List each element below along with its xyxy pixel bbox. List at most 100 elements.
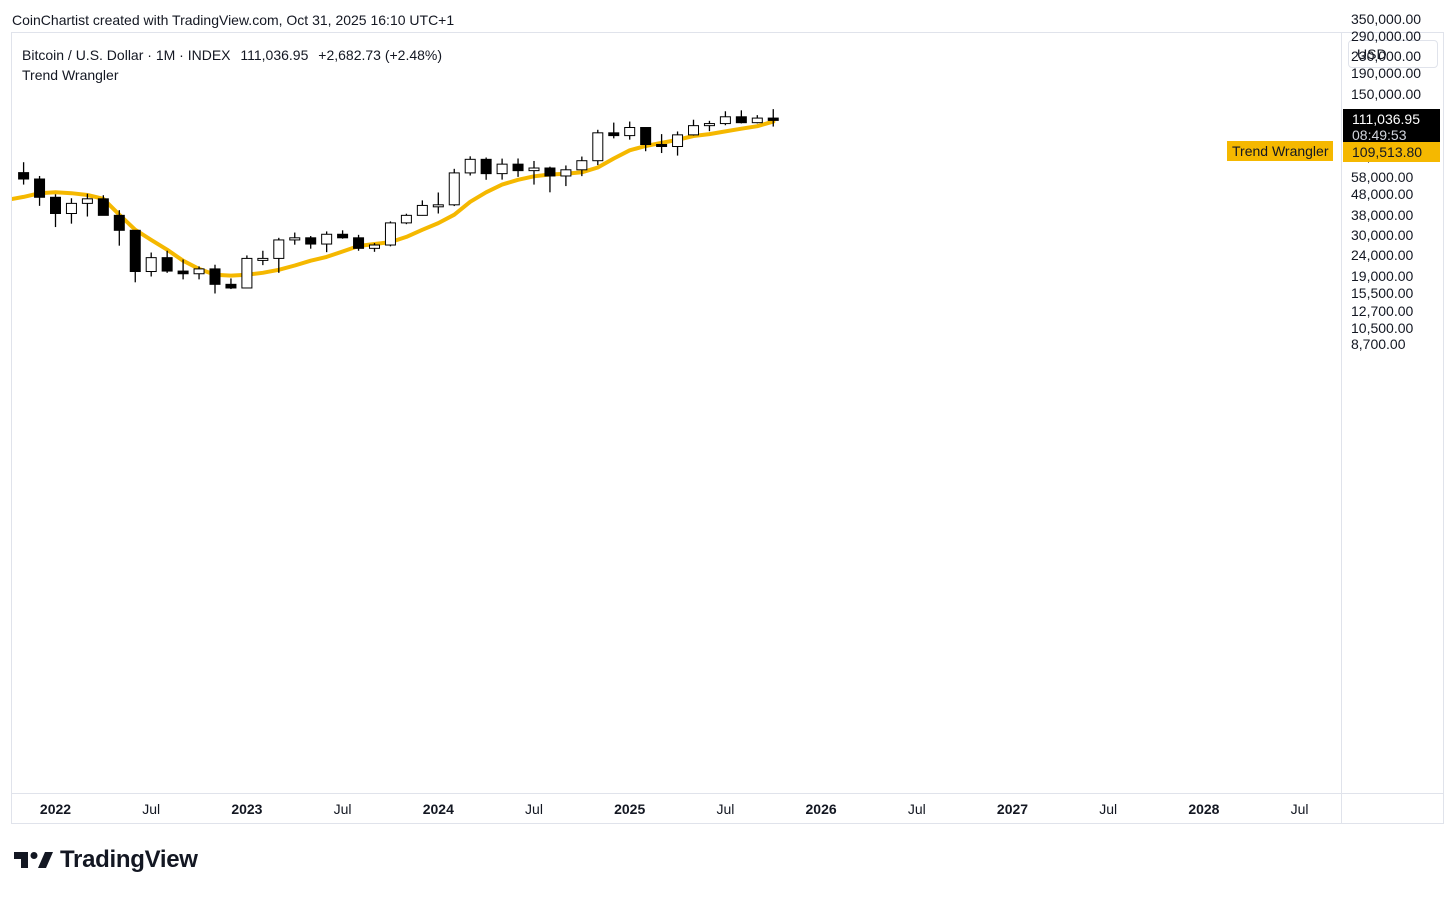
- time-tick-year: 2023: [231, 801, 263, 817]
- current-price-badge: 111,036.95 08:49:53: [1343, 109, 1440, 146]
- candle-body-down: [129, 229, 141, 273]
- candle-body-up: [273, 239, 285, 259]
- last-price: 111,036.95: [240, 47, 309, 63]
- candle-2025-10: [767, 109, 779, 127]
- candle-body-down: [225, 283, 237, 289]
- time-axis[interactable]: 2022 Jul 2023 Jul 2024 Jul 2025 Jul 2026 Jul 2027 J…: [12, 793, 1341, 824]
- candle-2024-08: [544, 166, 556, 193]
- candle-body-up: [448, 172, 460, 206]
- candle-body-up: [672, 134, 684, 148]
- time-tick-month: Jul: [1290, 801, 1309, 817]
- time-tick-year: 2025: [614, 801, 646, 817]
- time-tick-year: 2028: [1188, 801, 1220, 817]
- chart-frame: Bitcoin / U.S. Dollar · 1M · INDEX 111,0…: [11, 11, 1444, 824]
- candle-2022-11: [209, 264, 221, 294]
- candle-body-down: [161, 257, 173, 272]
- price-tick: 30,000.00: [1351, 227, 1414, 244]
- candle-2024-04: [480, 157, 492, 180]
- candle-body-up: [321, 233, 333, 245]
- candle-body-up: [624, 127, 636, 137]
- candle-2021-12: [34, 175, 46, 206]
- candle-2025-06: [703, 120, 715, 132]
- price-tick: 12,700.00: [1351, 302, 1414, 319]
- candle-body-down: [544, 167, 556, 177]
- candle-2022-02: [65, 198, 77, 224]
- time-tick-month: Jul: [907, 801, 926, 817]
- candle-body-down: [480, 158, 492, 175]
- candle-2023-08: [353, 234, 365, 251]
- candle-body-down: [735, 116, 747, 124]
- candle-2023-12: [416, 200, 428, 216]
- candle-body-up: [145, 257, 157, 273]
- candle-2025-07: [719, 111, 731, 126]
- candle-2024-01: [432, 192, 444, 214]
- candle-2023-03: [273, 237, 285, 273]
- candle-body-up: [592, 132, 604, 162]
- candle-body-down: [50, 196, 61, 215]
- candle-2025-08: [735, 110, 747, 124]
- price-tick: 290,000.00: [1351, 28, 1422, 45]
- candle-body-down: [656, 144, 668, 148]
- candle-2025-04: [672, 131, 684, 156]
- price-tick: 19,000.00: [1351, 267, 1414, 284]
- indicator-legend[interactable]: Trend Wrangler: [22, 67, 119, 83]
- candle-2025-02: [640, 127, 652, 152]
- candle-body-up: [416, 204, 428, 216]
- candle-body-up: [464, 158, 476, 174]
- candle-2022-01: [50, 194, 61, 228]
- indicator-value-badge: 109,513.80: [1343, 141, 1440, 162]
- candle-2022-12: [225, 278, 237, 290]
- candle-2023-10: [384, 221, 396, 247]
- candle-body-down: [177, 270, 189, 275]
- candle-2025-09: [751, 115, 763, 124]
- tradingview-logo: TradingView: [14, 846, 198, 874]
- candle-body-up: [496, 163, 508, 175]
- symbol-legend[interactable]: Bitcoin / U.S. Dollar · 1M · INDEX 111,0…: [22, 47, 448, 63]
- plot-layer: [12, 109, 779, 294]
- price-tick: 38,000.00: [1351, 206, 1414, 223]
- candle-body-down: [209, 268, 221, 285]
- candle-2024-05: [496, 158, 508, 180]
- candle-2022-04: [97, 195, 109, 216]
- candle-2024-09: [560, 165, 572, 187]
- candle-body-down: [767, 117, 779, 121]
- price-tick: 8,700.00: [1351, 336, 1406, 353]
- candle-2025-03: [656, 134, 668, 154]
- time-tick-year: 2026: [805, 801, 837, 817]
- candle-body-up: [719, 116, 731, 125]
- price-tick: 58,000.00: [1351, 169, 1414, 186]
- chart-credit: CoinChartist created with TradingView.co…: [12, 12, 455, 28]
- price-tick: 10,500.00: [1351, 319, 1414, 336]
- price-axis[interactable]: USD 350,000.00 290,000.00 230,000.00 190,00…: [1341, 11, 1444, 793]
- current-price-value: 111,036.95: [1352, 111, 1420, 128]
- time-tick-month: Jul: [333, 801, 352, 817]
- candle-body-up: [289, 237, 301, 241]
- time-tick-month: Jul: [1099, 801, 1118, 817]
- time-tick-year: 2022: [39, 801, 72, 817]
- candle-body-up: [751, 117, 763, 124]
- candle-body-down: [337, 233, 349, 239]
- candle-2024-11: [592, 129, 604, 166]
- candle-body-down: [608, 132, 620, 137]
- indicator-name-badge: Trend Wrangler: [1227, 140, 1334, 161]
- plot-area[interactable]: Bitcoin / U.S. Dollar · 1M · INDEX 111,0…: [12, 33, 1341, 793]
- time-tick-month: Jul: [716, 801, 735, 817]
- candle-body-up: [432, 204, 444, 208]
- currency-selector[interactable]: USD: [1348, 40, 1438, 68]
- candle-2024-03: [464, 156, 476, 176]
- candle-2023-09: [369, 243, 380, 252]
- candle-2023-02: [257, 250, 269, 266]
- time-tick-year: 2024: [422, 801, 454, 817]
- price-tick: 350,000.00: [1351, 11, 1422, 28]
- candle-body-down: [353, 237, 365, 249]
- price-chart[interactable]: [12, 33, 1341, 793]
- candle-body-up: [257, 257, 269, 261]
- price-tick: 24,000.00: [1351, 247, 1414, 264]
- candle-2022-03: [81, 193, 93, 217]
- candle-body-up: [400, 214, 412, 224]
- candle-body-down: [512, 163, 524, 172]
- candle-countdown: 08:49:53: [1352, 127, 1407, 144]
- price-change: +2,682.73 (+2.48%): [318, 47, 443, 63]
- time-tick-year: 2027: [996, 801, 1029, 817]
- price-tick: 150,000.00: [1351, 85, 1422, 102]
